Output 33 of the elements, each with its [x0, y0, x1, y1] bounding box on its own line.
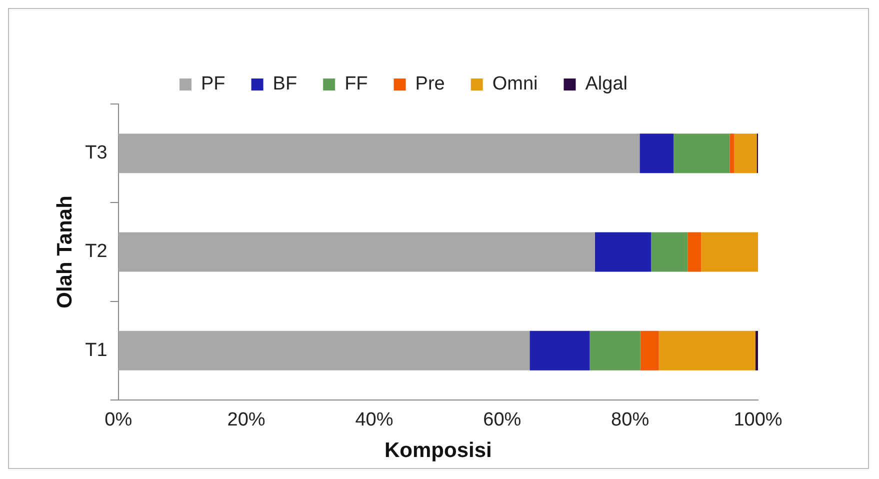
x-tick-label: 20%	[227, 410, 266, 431]
y-tick-label: T2	[85, 241, 108, 262]
bar	[674, 134, 730, 174]
x-tick-label: 0%	[104, 410, 132, 431]
bar	[590, 330, 640, 370]
bar	[640, 134, 674, 174]
bar	[118, 134, 640, 174]
x-tick-label: 80%	[611, 410, 650, 431]
bar	[688, 232, 702, 272]
legend-label: FF	[344, 74, 368, 95]
bar	[730, 134, 734, 174]
bar	[734, 134, 757, 174]
bar	[594, 232, 652, 272]
legend-label: Pre	[415, 74, 445, 95]
y-axis-title: Olah Tanah	[53, 196, 76, 308]
x-tick-label: 100%	[734, 410, 782, 431]
legend-label: Algal	[585, 74, 628, 95]
x-tick-label: 40%	[355, 410, 394, 431]
bar	[530, 330, 590, 370]
bar	[118, 232, 595, 272]
legend-label: Omni	[492, 74, 538, 95]
bar	[118, 330, 530, 370]
legend-label: BF	[272, 74, 298, 95]
bar	[701, 232, 758, 272]
bar	[658, 330, 756, 370]
y-tick-label: T3	[85, 142, 108, 164]
x-tick-label: 60%	[483, 410, 522, 431]
x-axis-title: Komposisi	[384, 439, 492, 462]
y-tick-label: T1	[85, 340, 108, 361]
legend-label: PF	[201, 74, 226, 95]
bar	[640, 330, 659, 370]
bar	[755, 330, 758, 370]
bar	[651, 232, 688, 272]
